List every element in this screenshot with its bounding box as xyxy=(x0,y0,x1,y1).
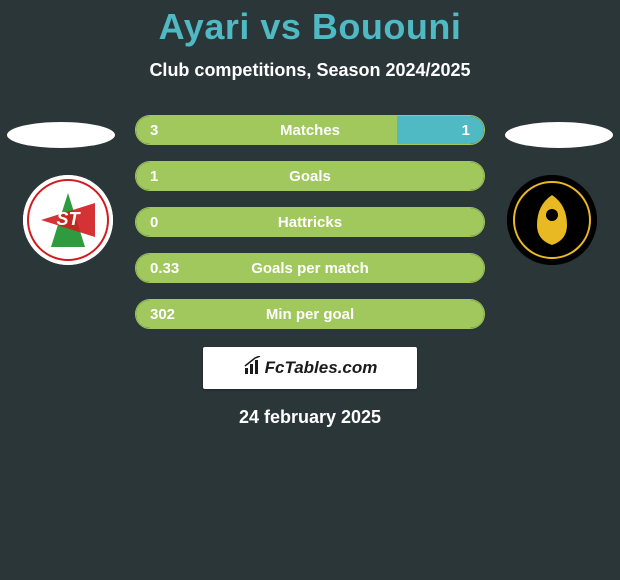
stat-row: 3 Matches 1 xyxy=(135,115,485,145)
left-shadow-ellipse xyxy=(7,122,115,148)
stat-right-value: 1 xyxy=(424,122,484,139)
stat-left-value: 0 xyxy=(136,214,196,231)
stat-row: 1 Goals xyxy=(135,161,485,191)
stat-label: Hattricks xyxy=(196,214,424,231)
stat-label: Matches xyxy=(196,122,424,139)
stat-left-value: 0.33 xyxy=(136,260,196,277)
stat-label: Goals xyxy=(196,168,424,185)
stats-container: 3 Matches 1 1 Goals 0 Hattricks 0.33 Goa… xyxy=(135,115,485,329)
subtitle: Club competitions, Season 2024/2025 xyxy=(0,60,620,81)
stat-label: Min per goal xyxy=(196,306,424,323)
date-text: 24 february 2025 xyxy=(0,407,620,428)
right-shadow-ellipse xyxy=(505,122,613,148)
brand-text: FcTables.com xyxy=(265,358,378,378)
stat-row: 0 Hattricks xyxy=(135,207,485,237)
svg-text:ST: ST xyxy=(56,209,81,229)
stat-row: 0.33 Goals per match xyxy=(135,253,485,283)
chart-icon xyxy=(243,356,263,381)
stat-row: 302 Min per goal xyxy=(135,299,485,329)
left-team-badge: ST xyxy=(23,175,113,265)
brand-box[interactable]: FcTables.com xyxy=(203,347,417,389)
stat-left-value: 3 xyxy=(136,122,196,139)
page-title: Ayari vs Bououni xyxy=(0,0,620,48)
stat-label: Goals per match xyxy=(196,260,424,277)
stat-left-value: 1 xyxy=(136,168,196,185)
stat-left-value: 302 xyxy=(136,306,196,323)
right-team-badge xyxy=(507,175,597,265)
